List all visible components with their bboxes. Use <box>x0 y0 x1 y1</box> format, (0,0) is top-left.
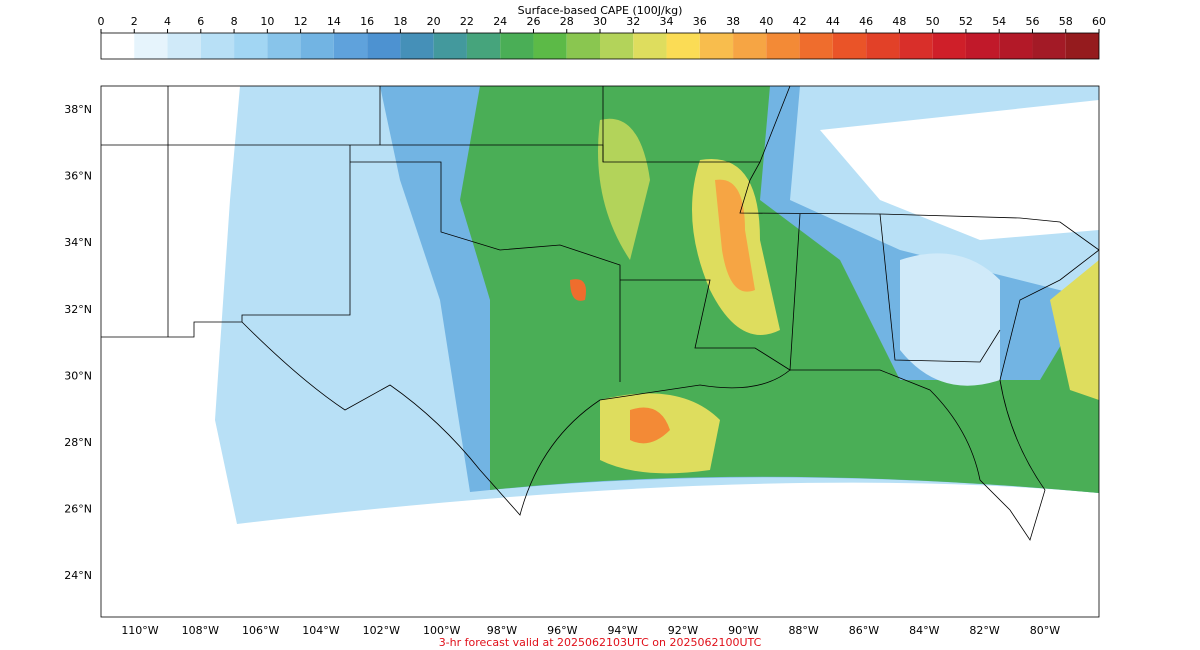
colorbar-segment <box>699 33 734 59</box>
colorbar-tick-label: 16 <box>360 15 374 28</box>
lon-label: 106°W <box>242 624 279 637</box>
colorbar-tick-label: 40 <box>759 15 773 28</box>
colorbar-tick-label: 52 <box>959 15 973 28</box>
colorbar-tick-label: 56 <box>1025 15 1039 28</box>
colorbar-title: Surface-based CAPE (100J/kg) <box>518 4 683 17</box>
colorbar-tick-label: 20 <box>427 15 441 28</box>
colorbar-segment <box>433 33 467 59</box>
colorbar-tick-label: 38 <box>726 15 740 28</box>
colorbar-tick-label: 12 <box>294 15 308 28</box>
lon-label: 94°W <box>607 624 637 637</box>
lon-label: 98°W <box>487 624 517 637</box>
colorbar-segment <box>766 33 800 59</box>
colorbar-tick-label: 60 <box>1092 15 1106 28</box>
colorbar-tick-label: 54 <box>992 15 1006 28</box>
lon-label: 108°W <box>182 624 219 637</box>
colorbar-segment <box>300 33 334 59</box>
lat-label: 24°N <box>64 569 92 582</box>
colorbar-tick-label: 58 <box>1059 15 1073 28</box>
colorbar-tick-label: 50 <box>926 15 940 28</box>
lon-label: 100°W <box>423 624 460 637</box>
colorbar-tick-label: 24 <box>493 15 507 28</box>
colorbar-tick-label: 32 <box>626 15 640 28</box>
colorbar-tick-label: 18 <box>393 15 407 28</box>
colorbar-segment <box>466 33 501 59</box>
lat-label: 32°N <box>64 303 92 316</box>
colorbar-segment <box>134 33 168 59</box>
lon-label: 102°W <box>363 624 400 637</box>
colorbar-tick-label: 36 <box>693 15 707 28</box>
colorbar-segment <box>1065 33 1099 59</box>
lat-label: 30°N <box>64 369 92 382</box>
colorbar-segment <box>965 33 1000 59</box>
colorbar-tick-label: 34 <box>660 15 674 28</box>
colorbar-segment <box>234 33 268 59</box>
lon-label: 96°W <box>547 624 577 637</box>
colorbar-segment <box>999 33 1033 59</box>
colorbar-tick-label: 48 <box>892 15 906 28</box>
lat-label: 28°N <box>64 436 92 449</box>
lon-label: 110°W <box>121 624 158 637</box>
lon-label: 80°W <box>1030 624 1060 637</box>
colorbar-segment <box>600 33 634 59</box>
footer: 3-hr forecast valid at 2025062103UTC on … <box>439 636 762 649</box>
colorbar-frame <box>100 32 1100 60</box>
lat-label: 26°N <box>64 503 92 516</box>
colorbar-segment <box>167 33 201 59</box>
lon-label: 104°W <box>302 624 339 637</box>
colorbar-tick-label: 8 <box>231 15 238 28</box>
lat-label: 36°N <box>64 170 92 183</box>
colorbar-segment <box>333 33 368 59</box>
colorbar-tick-label: 0 <box>98 15 105 28</box>
colorbar-tick-label: 44 <box>826 15 840 28</box>
colorbar-tick-label: 4 <box>164 15 171 28</box>
colorbar-tick-label: 26 <box>526 15 540 28</box>
colorbar-segment <box>367 33 401 59</box>
lon-label: 82°W <box>969 624 999 637</box>
colorbar-segment <box>1032 33 1066 59</box>
colorbar-segment <box>633 33 667 59</box>
colorbar-segment <box>400 33 434 59</box>
lon-label: 86°W <box>849 624 879 637</box>
map-labels: 38°N 36°N 34°N 32°N 30°N 28°N 26°N 24°N 110°W 108… <box>64 103 1060 637</box>
colorbar-segment <box>533 33 567 59</box>
colorbar-segment <box>932 33 966 59</box>
colorbar-tick-label: 22 <box>460 15 474 28</box>
colorbar-segment <box>832 33 867 59</box>
map-field <box>101 85 1100 541</box>
map-frame <box>100 85 1100 618</box>
colorbar-tick-label: 6 <box>197 15 204 28</box>
colorbar-segment <box>799 33 833 59</box>
colorbar-tick-label: 30 <box>593 15 607 28</box>
colorbar-segment <box>866 33 900 59</box>
colorbar-segment <box>666 33 700 59</box>
colorbar-segment <box>267 33 301 59</box>
lon-label: 88°W <box>788 624 818 637</box>
colorbar-segment <box>566 33 600 59</box>
lat-label: 38°N <box>64 103 92 116</box>
colorbar: 0 2 4 6 8 10 12 14 16 18 20 22 24 26 28 30 32 34 36 38 40 42 4… <box>98 15 1106 59</box>
colorbar-tick-label: 2 <box>131 15 138 28</box>
lon-label: 90°W <box>728 624 758 637</box>
colorbar-segment <box>733 33 767 59</box>
colorbar-segment <box>500 33 534 59</box>
colorbar-tick-label: 10 <box>260 15 274 28</box>
lon-label: 84°W <box>909 624 939 637</box>
colorbar-tick-label: 46 <box>859 15 873 28</box>
colorbar-segment <box>101 33 135 59</box>
lat-label: 34°N <box>64 236 92 249</box>
colorbar-tick-label: 28 <box>560 15 574 28</box>
colorbar-tick-label: 42 <box>793 15 807 28</box>
colorbar-segment <box>200 33 235 59</box>
colorbar-segment <box>899 33 933 59</box>
lon-label: 92°W <box>668 624 698 637</box>
colorbar-tick-label: 14 <box>327 15 341 28</box>
